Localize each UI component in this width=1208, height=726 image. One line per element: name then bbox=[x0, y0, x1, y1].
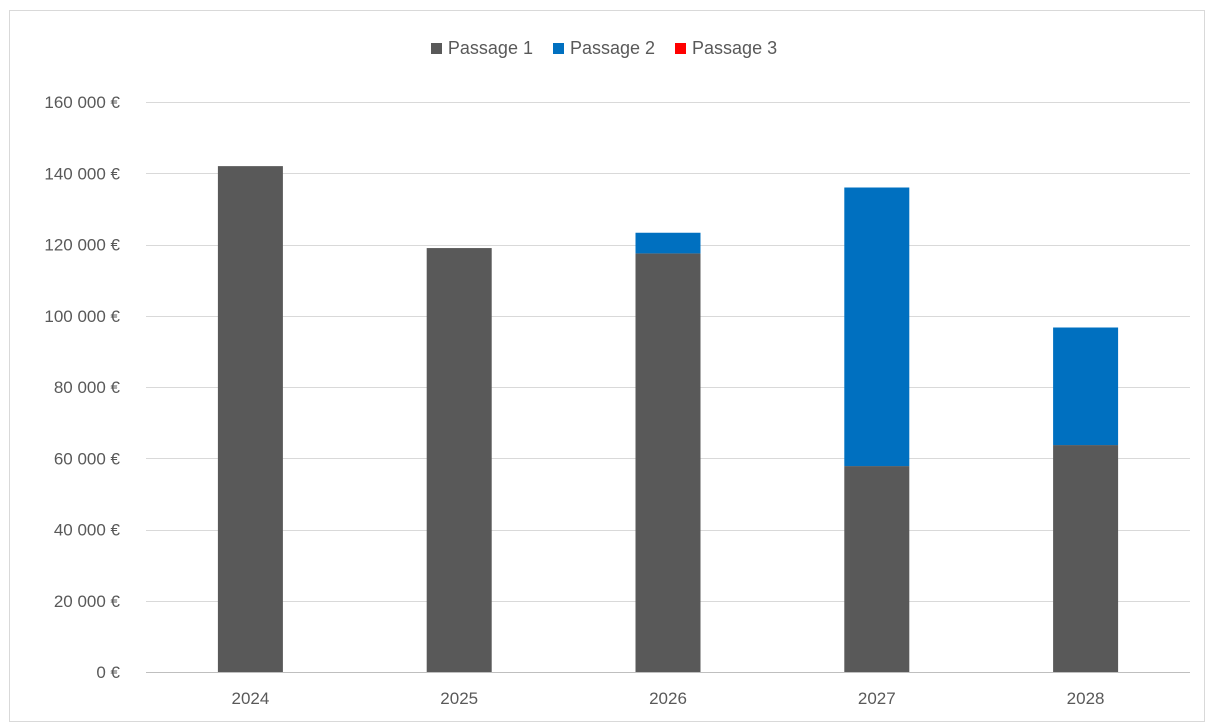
bar-2026-passage-2 bbox=[636, 233, 701, 254]
y-tick-label: 100 000 € bbox=[44, 307, 120, 326]
bar-2028-passage-1 bbox=[1053, 445, 1118, 672]
x-tick-label: 2028 bbox=[1067, 689, 1105, 708]
y-axis: 0 € 20 000 € 40 000 € 60 000 € 80 000 € 100 0… bbox=[44, 93, 120, 682]
x-tick-label: 2024 bbox=[231, 689, 269, 708]
x-axis: 2024 2025 2026 2027 2028 bbox=[231, 689, 1104, 708]
y-tick-label: 60 000 € bbox=[54, 449, 121, 468]
bar-2027-passage-2 bbox=[844, 188, 909, 467]
y-tick-label: 20 000 € bbox=[54, 592, 121, 611]
bar-2028-passage-2 bbox=[1053, 328, 1118, 446]
bar-2027-passage-1 bbox=[844, 466, 909, 672]
y-tick-label: 120 000 € bbox=[44, 236, 120, 255]
y-tick-label: 0 € bbox=[96, 663, 120, 682]
x-tick-label: 2025 bbox=[440, 689, 478, 708]
y-tick-label: 160 000 € bbox=[44, 93, 120, 112]
bars bbox=[218, 166, 1118, 672]
bar-2026-passage-1 bbox=[636, 253, 701, 672]
x-tick-label: 2027 bbox=[858, 689, 896, 708]
bar-2024-passage-1 bbox=[218, 166, 283, 672]
x-tick-label: 2026 bbox=[649, 689, 687, 708]
y-tick-label: 40 000 € bbox=[54, 521, 121, 540]
y-tick-label: 140 000 € bbox=[44, 164, 120, 183]
bar-2025-passage-1 bbox=[427, 248, 492, 672]
y-tick-label: 80 000 € bbox=[54, 378, 121, 397]
